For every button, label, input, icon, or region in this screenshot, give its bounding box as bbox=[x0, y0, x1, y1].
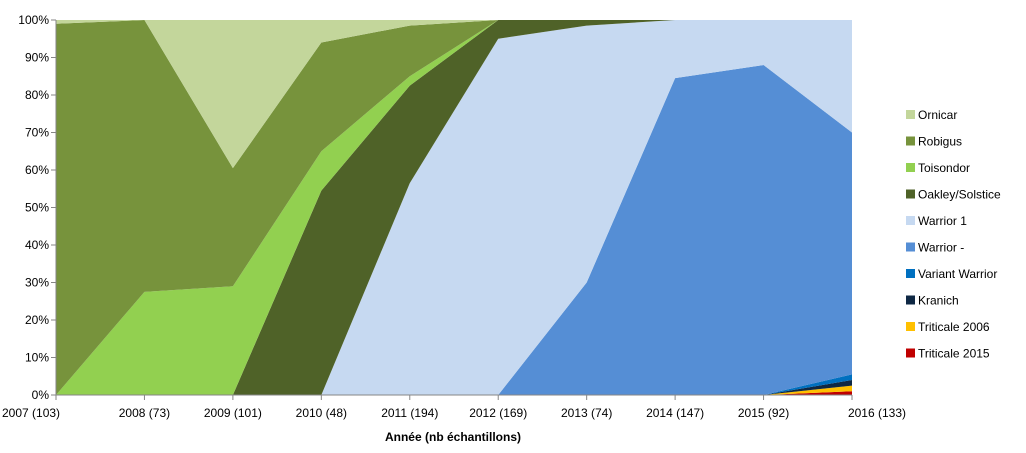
x-tick-label: 2013 (74) bbox=[561, 406, 612, 420]
legend-item-warrior: Warrior - bbox=[906, 241, 964, 255]
y-tick-labels: 0% 10% 20% 30% 40% 50% 60% 70% 80% 90% 100% bbox=[18, 13, 56, 402]
legend-swatch bbox=[906, 242, 915, 252]
legend: Ornicar Robigus Toisondor Oakley/Solstice Wa… bbox=[906, 108, 1001, 361]
legend-item-ornicar: Ornicar bbox=[906, 108, 957, 122]
legend-label: Toisondor bbox=[918, 161, 970, 175]
legend-item-variant-warrior: Variant Warrior bbox=[906, 267, 997, 281]
y-tick-label: 60% bbox=[25, 163, 49, 177]
legend-swatch bbox=[906, 269, 915, 278]
legend-item-warrior-1: Warrior 1 bbox=[906, 214, 967, 228]
legend-item-robigus: Robigus bbox=[906, 135, 962, 149]
legend-label: Triticale 2006 bbox=[918, 320, 990, 334]
legend-item-kranich: Kranich bbox=[906, 294, 959, 308]
legend-item-oakley-solstice: Oakley/Solstice bbox=[906, 188, 1001, 202]
legend-swatch bbox=[906, 163, 915, 172]
x-tick-label: 2011 (194) bbox=[381, 406, 438, 420]
area-series-group bbox=[56, 20, 852, 395]
y-tick-label: 0% bbox=[32, 388, 50, 402]
y-tick-label: 80% bbox=[25, 88, 49, 102]
legend-label: Kranich bbox=[918, 294, 959, 308]
x-tick-label: 2014 (147) bbox=[646, 406, 704, 420]
area-toisondor bbox=[56, 20, 852, 395]
x-axis-title: Année (nb échantillons) bbox=[385, 430, 521, 444]
x-tick-label: 2008 (73) bbox=[119, 406, 170, 420]
x-tick-label: 2016 (133) bbox=[848, 406, 906, 420]
area-warrior-1 bbox=[56, 20, 852, 395]
y-tick-label: 100% bbox=[18, 13, 49, 27]
legend-label: Warrior 1 bbox=[918, 214, 967, 228]
legend-label: Robigus bbox=[918, 135, 962, 149]
legend-swatch bbox=[906, 136, 915, 146]
legend-label: Warrior - bbox=[918, 241, 964, 255]
area-oakley-solstice bbox=[56, 20, 852, 395]
area-ornicar bbox=[56, 20, 852, 169]
x-tick-label: 2012 (169) bbox=[469, 406, 527, 420]
legend-swatch bbox=[906, 348, 915, 358]
legend-label: Oakley/Solstice bbox=[918, 188, 1001, 202]
y-tick-label: 10% bbox=[25, 351, 49, 365]
legend-label: Triticale 2015 bbox=[918, 347, 990, 361]
y-tick-label: 50% bbox=[25, 201, 49, 215]
legend-swatch bbox=[906, 295, 915, 305]
legend-item-triticale-2006: Triticale 2006 bbox=[906, 320, 990, 334]
legend-item-toisondor: Toisondor bbox=[906, 161, 970, 175]
legend-swatch bbox=[906, 189, 915, 199]
legend-label: Variant Warrior bbox=[918, 267, 997, 281]
y-tick-label: 20% bbox=[25, 313, 49, 327]
x-tick-label: 2015 (92) bbox=[738, 406, 789, 420]
x-tick-label: 2010 (48) bbox=[296, 406, 347, 420]
y-tick-label: 30% bbox=[25, 276, 49, 290]
y-tick-label: 70% bbox=[25, 126, 49, 140]
legend-label: Ornicar bbox=[918, 108, 957, 122]
legend-swatch bbox=[906, 216, 915, 225]
y-tick-label: 40% bbox=[25, 238, 49, 252]
legend-swatch bbox=[906, 110, 915, 119]
area-warrior bbox=[56, 65, 852, 395]
x-tick-labels: 2007 (103) 2008 (73) 2009 (101) 2010 (48) 20… bbox=[2, 395, 906, 420]
legend-swatch bbox=[906, 322, 915, 331]
y-tick-label: 90% bbox=[25, 51, 49, 65]
legend-item-triticale-2015: Triticale 2015 bbox=[906, 347, 990, 361]
x-tick-label: 2009 (101) bbox=[204, 406, 262, 420]
x-tick-label: 2007 (103) bbox=[2, 406, 60, 420]
area-robigus bbox=[56, 20, 852, 395]
